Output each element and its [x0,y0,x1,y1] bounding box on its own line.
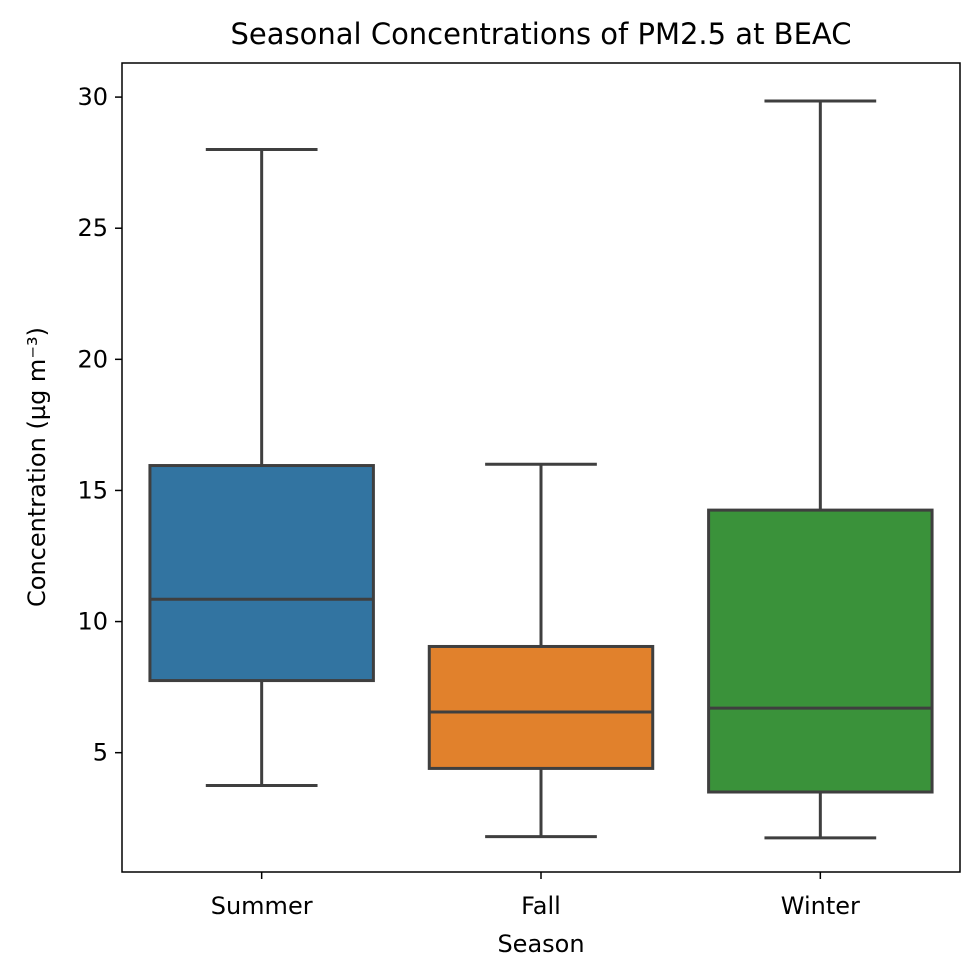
y-tick-label: 25 [77,214,108,242]
plot-frame [121,62,961,873]
box-winter [707,508,934,794]
y-tick-label: 30 [77,83,108,111]
y-tick-label: 20 [77,345,108,373]
chart-title: Seasonal Concentrations of PM2.5 at BEAC [231,17,852,51]
x-axis-label: Season [497,930,584,958]
box-summer [148,464,375,683]
y-tick-label: 5 [93,739,108,767]
plot-area: Summer Fall Winter 5 10 15 20 25 30 [77,62,961,920]
x-tick-label: Winter [781,892,860,920]
x-tick-label: Summer [211,892,313,920]
y-tick-label: 15 [77,476,108,504]
x-tick-label: Fall [521,892,561,920]
y-axis-label: Concentration (µg m⁻³) [23,327,51,607]
box-fall [427,644,655,770]
y-tick-label: 10 [77,608,108,636]
